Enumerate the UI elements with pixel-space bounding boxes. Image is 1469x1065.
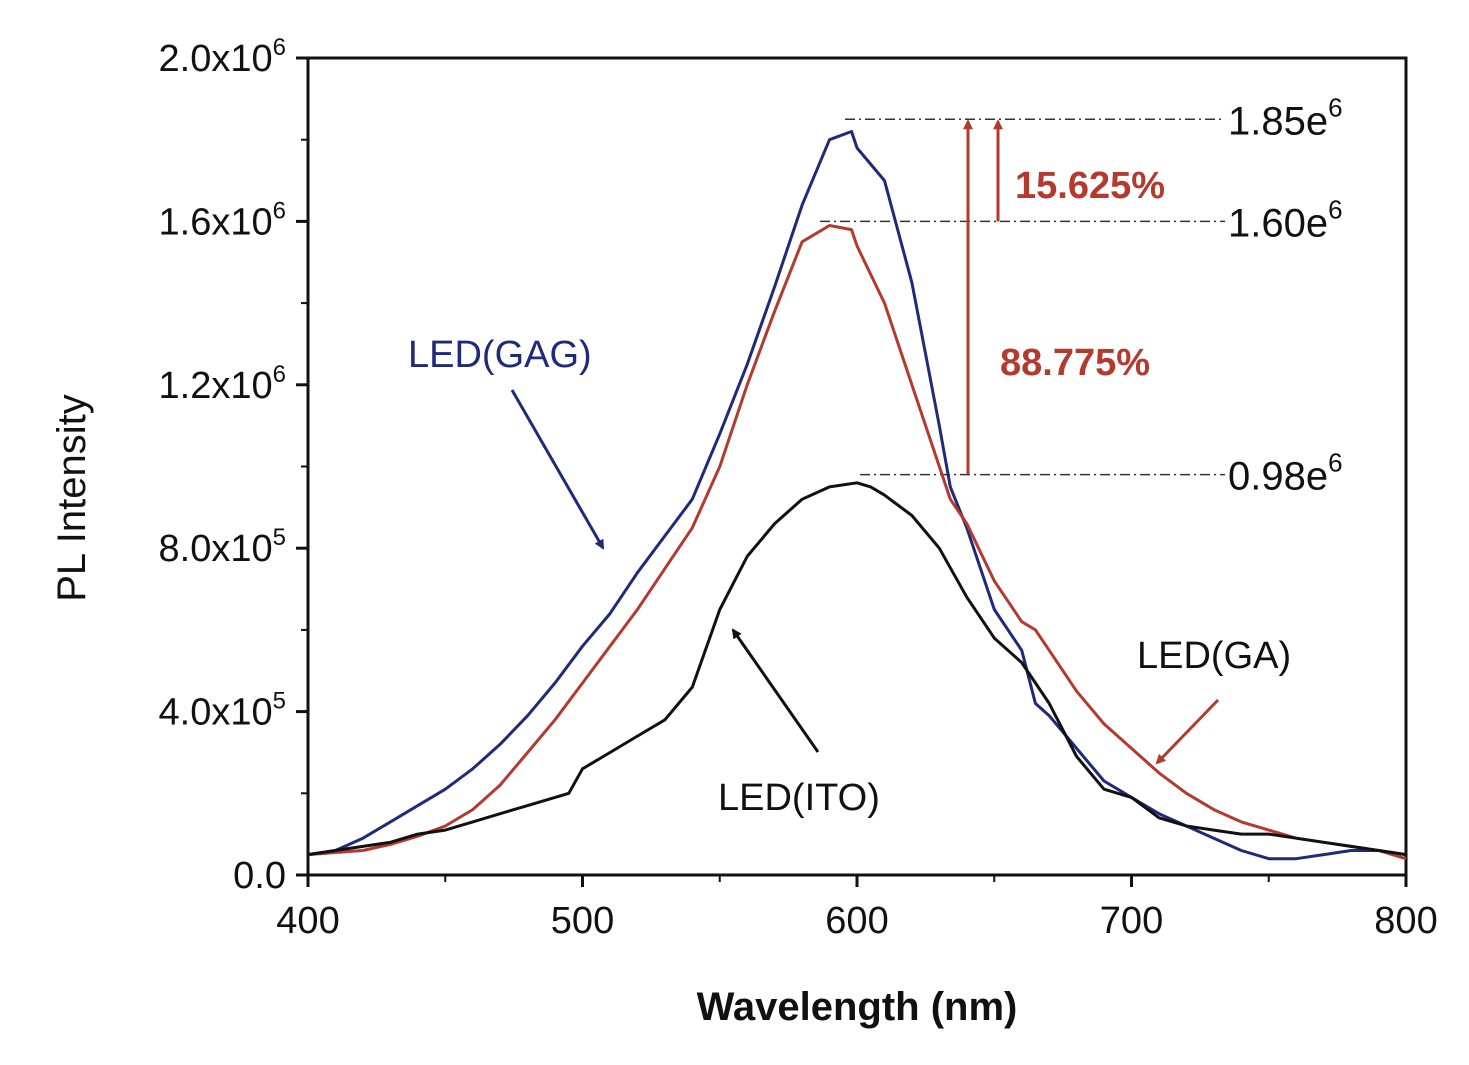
annotation-percentage: 88.775% [1000,342,1150,384]
reference-value-label: 1.85e6 [1228,92,1343,143]
series-label-ito: LED(ITO) [718,777,880,819]
y-tick-label: 4.0x105 [159,688,286,734]
series-line-led-ito [307,481,1407,857]
reference-lines: 1.85e6 1.60e6 0.98e6 [820,92,1343,499]
x-tick-label: 500 [551,900,614,942]
data-series [307,130,1407,861]
series-label-ga: LED(GA) [1137,635,1291,677]
x-tick-label: 400 [276,900,339,942]
series-arrow-ito [731,628,820,753]
y-tick-label: 1.6x106 [159,197,286,243]
series-line-led-ga [307,224,1407,861]
y-axis-title: PL Intensity [50,394,94,602]
y-tick-label: 8.0x105 [159,524,286,570]
annotation-percentage: 15.625% [1015,165,1165,207]
y-tick-label: 2.0x106 [159,34,286,80]
y-axis-ticks: 0.0 4.0x105 8.0x105 1.2x106 1.6x106 2.0x106 [159,34,308,897]
series-label-gag: LED(GAG) [408,334,592,376]
y-tick-label: 1.2x106 [159,361,286,407]
reference-value-label: 0.98e6 [1228,448,1343,499]
series-line-led-gag [307,130,1407,861]
x-tick-label: 800 [1374,900,1437,942]
y-tick-label: 0.0 [233,855,286,897]
series-arrow-ga [1155,698,1220,765]
percentage-annotations: 15.625% 88.775% [963,119,1165,475]
x-axis-title: Wavelength (nm) [697,985,1018,1029]
reference-value-label: 1.60e6 [1228,194,1343,245]
x-tick-label: 700 [1100,900,1163,942]
x-tick-label: 600 [825,900,888,942]
x-axis-ticks: 400 500 600 700 800 [276,875,1438,942]
series-arrow-gag [510,389,605,550]
